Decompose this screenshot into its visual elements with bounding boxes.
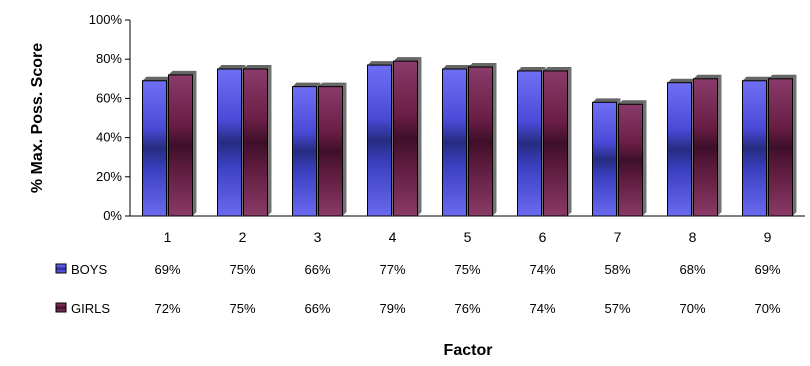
y-axis-title: % Max. Poss. Score	[29, 43, 46, 193]
data-table-cell: 66%	[304, 262, 330, 277]
x-tick-label: 5	[464, 229, 472, 245]
data-table-cell: 79%	[379, 301, 405, 316]
bar-boys	[142, 80, 167, 217]
bar-side-face	[267, 65, 272, 216]
data-table-cell: 74%	[529, 301, 555, 316]
bar-top-face	[543, 66, 572, 71]
bar-girls	[318, 86, 343, 217]
y-tick-label: 40%	[96, 130, 122, 145]
bar-top-face	[693, 74, 722, 79]
bar-top-face	[618, 100, 647, 105]
bar-side-face	[417, 57, 422, 216]
plot-area: 0% 20% 40% 60% 80% 100% 1 2 3 4 5 6 7 8 9 BOYS 69% 75% 66%…	[55, 12, 805, 316]
bar-top-face	[318, 82, 347, 87]
y-tick-label: 80%	[96, 51, 122, 66]
bar-girls	[618, 103, 643, 217]
bar-girls	[168, 74, 193, 217]
bar-top-face	[367, 61, 396, 66]
y-tick-label: 60%	[96, 90, 122, 105]
bar-boys	[442, 68, 467, 217]
bar-side-face	[792, 74, 797, 216]
legend-swatch-girls	[55, 302, 67, 313]
legend-swatch-boys	[55, 263, 67, 274]
bar-side-face	[567, 66, 572, 217]
x-tick-label: 9	[764, 229, 772, 245]
bar-side-face	[642, 100, 647, 216]
bar-top-face	[442, 65, 471, 69]
bar-girls	[543, 70, 568, 217]
bar-boys	[217, 68, 242, 217]
bar-boys	[517, 70, 542, 217]
data-table-cell: 70%	[754, 301, 780, 316]
bar-top-face	[142, 76, 171, 81]
bar-top-face	[292, 82, 321, 87]
data-table-cell: 66%	[304, 301, 330, 316]
data-table-cell: 77%	[379, 262, 405, 277]
bar-top-face	[768, 74, 797, 79]
data-table-cell: 58%	[604, 262, 630, 277]
y-tick-label: 20%	[96, 169, 122, 184]
y-tick-label: 100%	[89, 12, 123, 27]
x-tick-label: 8	[689, 229, 697, 245]
bar-boys	[592, 101, 617, 217]
data-table-cell: 69%	[754, 262, 780, 277]
bar-top-face	[742, 76, 771, 81]
y-tick-label: 0%	[103, 208, 122, 223]
bar-top-face	[393, 57, 422, 62]
data-table-cell: 70%	[679, 301, 705, 316]
bar-side-face	[717, 74, 722, 216]
x-tick-label: 4	[389, 229, 397, 245]
data-table-cell: 72%	[154, 301, 180, 316]
bar-girls	[468, 66, 493, 217]
bar-girls	[393, 60, 418, 217]
bar-top-face	[243, 65, 272, 69]
bar-side-face	[342, 82, 347, 216]
data-table-cell: 75%	[454, 262, 480, 277]
bar-top-face	[667, 78, 696, 83]
bar-boys	[742, 80, 767, 217]
legend-label-boys: BOYS	[71, 262, 107, 277]
bar-side-face	[192, 70, 197, 216]
legend-label-girls: GIRLS	[71, 301, 110, 316]
bar-top-face	[517, 66, 546, 71]
bar-girls	[693, 78, 718, 217]
data-table-cell: 74%	[529, 262, 555, 277]
bar-top-face	[592, 98, 621, 103]
bar-girls	[243, 68, 268, 217]
x-tick-label: 7	[614, 229, 622, 245]
x-tick-label: 2	[239, 229, 247, 245]
x-tick-label: 3	[314, 229, 322, 245]
bar-side-face	[492, 63, 497, 216]
data-table-cell: 76%	[454, 301, 480, 316]
bar-girls	[768, 78, 793, 217]
bar-boys	[367, 64, 392, 217]
bar-top-face	[217, 65, 246, 69]
data-table-cell: 69%	[154, 262, 180, 277]
data-table-cell: 75%	[229, 262, 255, 277]
x-tick-label: 6	[539, 229, 547, 245]
x-tick-label: 1	[164, 229, 172, 245]
data-table-cell: 75%	[229, 301, 255, 316]
bar-boys	[292, 86, 317, 217]
bar-top-face	[168, 70, 197, 75]
x-axis-title: Factor	[444, 342, 493, 359]
bar-boys	[667, 82, 692, 217]
data-table-cell: 68%	[679, 262, 705, 277]
data-table-cell: 57%	[604, 301, 630, 316]
bar-top-face	[468, 63, 497, 68]
